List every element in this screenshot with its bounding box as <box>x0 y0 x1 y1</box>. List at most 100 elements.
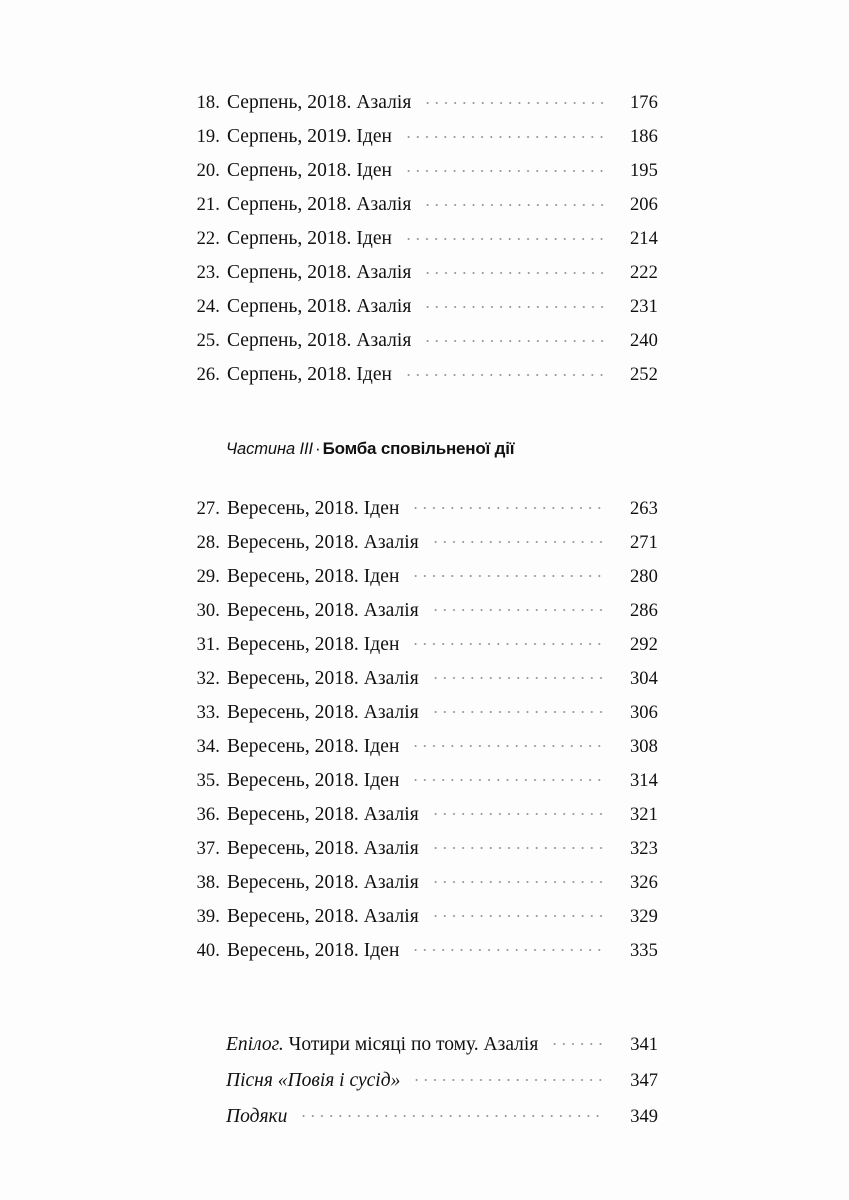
toc-entry-title: Серпень, 2018. Іден <box>227 364 393 385</box>
toc-entry-page-number: 341 <box>630 1034 658 1055</box>
toc-entry-title-italic: Епілог. <box>226 1033 284 1055</box>
toc-entry-number: 23. <box>196 263 220 283</box>
part-heading-label: Частина III <box>226 440 313 458</box>
dot-leader <box>423 262 604 278</box>
toc-entry-number: 25. <box>196 331 220 351</box>
toc-entry-title: Вересень, 2018. Азалія <box>227 803 419 825</box>
toc-entry-title: Серпень, 2018. Іден <box>227 160 393 181</box>
toc-entry[interactable]: 34. Вересень, 2018. Іден 308 <box>190 736 658 770</box>
toc-entry-title: Серпень, 2019. Іден <box>227 126 393 147</box>
toc-entry-number: 28. <box>196 532 220 553</box>
toc-entry[interactable]: 24. Серпень, 2018. Азалія 231 <box>190 296 658 330</box>
toc-entry-page-number: 326 <box>629 872 658 893</box>
toc-entry[interactable]: 32. Вересень, 2018. Азалія 304 <box>190 668 658 702</box>
toc-entry-number: 35. <box>196 770 220 791</box>
toc-entry-title: Подяки <box>226 1106 287 1128</box>
toc-entry[interactable]: 39. Вересень, 2018. Азалія 329 <box>190 906 658 940</box>
toc-entry-number: 34. <box>196 736 220 757</box>
spacer-before-back-matter <box>190 974 660 1034</box>
dot-leader <box>411 634 604 650</box>
toc-entry[interactable]: 29. Вересень, 2018. Іден 280 <box>190 566 658 600</box>
dot-leader <box>423 194 604 210</box>
toc-entry[interactable]: 21. Серпень, 2018. Азалія 206 <box>190 194 658 228</box>
dot-leader <box>423 92 604 108</box>
dot-leader <box>550 1034 604 1050</box>
toc-entry-title: Вересень, 2018. Азалія <box>227 871 419 893</box>
dot-leader <box>404 126 604 142</box>
dot-leader <box>423 330 604 346</box>
toc-entry-page-number: 186 <box>629 127 658 147</box>
dot-leader <box>411 940 604 956</box>
chapter-list-part-two: 18. Серпень, 2018. Азалія 176 19. Серпень, 2… <box>190 92 660 398</box>
toc-entry-number: 38. <box>196 872 220 893</box>
toc-entry[interactable]: 38. Вересень, 2018. Азалія 326 <box>190 872 658 906</box>
toc-entry[interactable]: Пісня «Повія і сусід» 347 <box>190 1070 658 1106</box>
toc-entry-page-number: 195 <box>629 161 658 181</box>
toc-entry[interactable]: 33. Вересень, 2018. Азалія 306 <box>190 702 658 736</box>
toc-entry[interactable]: 19. Серпень, 2019. Іден 186 <box>190 126 658 160</box>
spacer-before-part-heading <box>190 398 660 440</box>
dot-leader <box>430 532 604 548</box>
table-of-contents: 18. Серпень, 2018. Азалія 176 19. Серпень, 2… <box>190 92 660 1142</box>
dot-leader <box>430 804 604 820</box>
toc-entry[interactable]: 31. Вересень, 2018. Іден 292 <box>190 634 658 668</box>
toc-entry-title: Серпень, 2018. Азалія <box>227 92 412 113</box>
toc-entry-number: 24. <box>196 297 220 317</box>
dot-leader <box>430 838 604 854</box>
toc-entry-page-number: 252 <box>629 365 658 385</box>
toc-entry-number: 37. <box>196 838 220 859</box>
toc-entry-page-number: 263 <box>629 498 658 519</box>
toc-entry-title: Пісня «Повія і сусід» <box>226 1070 400 1092</box>
toc-entry[interactable]: 36. Вересень, 2018. Азалія 321 <box>190 804 658 838</box>
toc-entry-title: Серпень, 2018. Азалія <box>227 296 412 317</box>
toc-entry-title: Вересень, 2018. Азалія <box>227 531 419 553</box>
toc-entry-page-number: 329 <box>629 906 658 927</box>
toc-entry[interactable]: Епілог. Чотири місяці по тому. Азалія 341 <box>190 1034 658 1070</box>
toc-entry[interactable]: 30. Вересень, 2018. Азалія 286 <box>190 600 658 634</box>
toc-entry-title: Вересень, 2018. Азалія <box>227 667 419 689</box>
toc-entry-title-regular: Чотири місяці по тому. Азалія <box>283 1033 539 1055</box>
toc-entry[interactable]: 18. Серпень, 2018. Азалія 176 <box>190 92 658 126</box>
dot-leader <box>430 668 604 684</box>
toc-entry[interactable]: Подяки 349 <box>190 1106 658 1142</box>
toc-entry[interactable]: 37. Вересень, 2018. Азалія 323 <box>190 838 658 872</box>
part-heading-title: Бомба сповільненої дії <box>322 439 515 458</box>
toc-entry-page-number: 222 <box>629 263 658 283</box>
dot-leader <box>404 228 604 244</box>
toc-entry[interactable]: 40. Вересень, 2018. Іден 335 <box>190 940 658 974</box>
dot-leader <box>430 872 604 888</box>
toc-entry-number: 31. <box>196 634 220 655</box>
dot-leader <box>430 906 604 922</box>
toc-entry-title: Вересень, 2018. Азалія <box>227 837 419 859</box>
toc-entry[interactable]: 28. Вересень, 2018. Азалія 271 <box>190 532 658 566</box>
toc-entry-page-number: 347 <box>630 1070 658 1091</box>
toc-entry[interactable]: 26. Серпень, 2018. Іден 252 <box>190 364 658 398</box>
toc-entry-page-number: 335 <box>629 940 658 961</box>
dot-leader <box>411 770 604 786</box>
dot-leader <box>423 296 604 312</box>
toc-entry[interactable]: 25. Серпень, 2018. Азалія 240 <box>190 330 658 364</box>
toc-entry-title: Вересень, 2018. Іден <box>227 565 400 587</box>
toc-entry-title: Вересень, 2018. Азалія <box>227 701 419 723</box>
part-heading-separator: · <box>314 439 321 458</box>
toc-entry[interactable]: 20. Серпень, 2018. Іден 195 <box>190 160 658 194</box>
toc-entry-page-number: 231 <box>629 297 658 317</box>
toc-entry-page-number: 176 <box>629 93 658 113</box>
toc-entry-title: Вересень, 2018. Азалія <box>227 599 419 621</box>
back-matter-list: Епілог. Чотири місяці по тому. Азалія 341… <box>190 1034 660 1142</box>
toc-entry[interactable]: 27. Вересень, 2018. Іден 263 <box>190 498 658 532</box>
toc-entry-page-number: 349 <box>630 1106 658 1127</box>
toc-entry-number: 27. <box>196 498 220 519</box>
toc-entry-page-number: 306 <box>629 702 658 723</box>
toc-entry[interactable]: 22. Серпень, 2018. Іден 214 <box>190 228 658 262</box>
toc-entry-number: 22. <box>196 229 220 249</box>
toc-entry[interactable]: 35. Вересень, 2018. Іден 314 <box>190 770 658 804</box>
toc-entry-number: 21. <box>196 195 220 215</box>
toc-entry-title: Серпень, 2018. Іден <box>227 228 393 249</box>
toc-entry-page-number: 308 <box>629 736 658 757</box>
toc-entry-title-italic: Подяки <box>226 1105 288 1127</box>
toc-entry-number: 32. <box>196 668 220 689</box>
toc-entry-title: Епілог. Чотири місяці по тому. Азалія <box>226 1034 538 1056</box>
toc-entry[interactable]: 23. Серпень, 2018. Азалія 222 <box>190 262 658 296</box>
